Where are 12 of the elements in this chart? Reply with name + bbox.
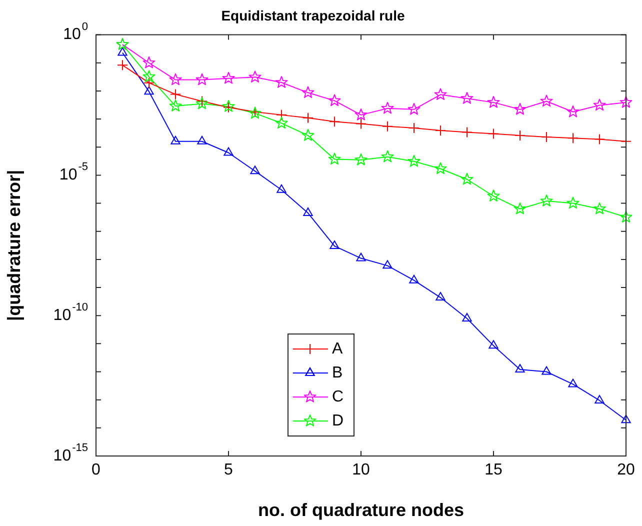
- legend-label: D: [332, 412, 344, 430]
- x-tick-label: 5: [224, 461, 234, 478]
- x-tick-label: 15: [484, 461, 502, 478]
- legend-label: B: [332, 364, 343, 382]
- x-tick-label: 0: [92, 461, 101, 478]
- x-axis-title: no. of quadrature nodes: [258, 500, 464, 520]
- legend-label: A: [332, 340, 343, 358]
- chart-title: Equidistant trapezoidal rule: [221, 7, 405, 24]
- legend-label: C: [332, 388, 344, 406]
- y-axis-title: |quadrature error|: [4, 170, 24, 321]
- x-tick-label: 20: [617, 461, 635, 478]
- x-tick-label: 10: [352, 461, 370, 478]
